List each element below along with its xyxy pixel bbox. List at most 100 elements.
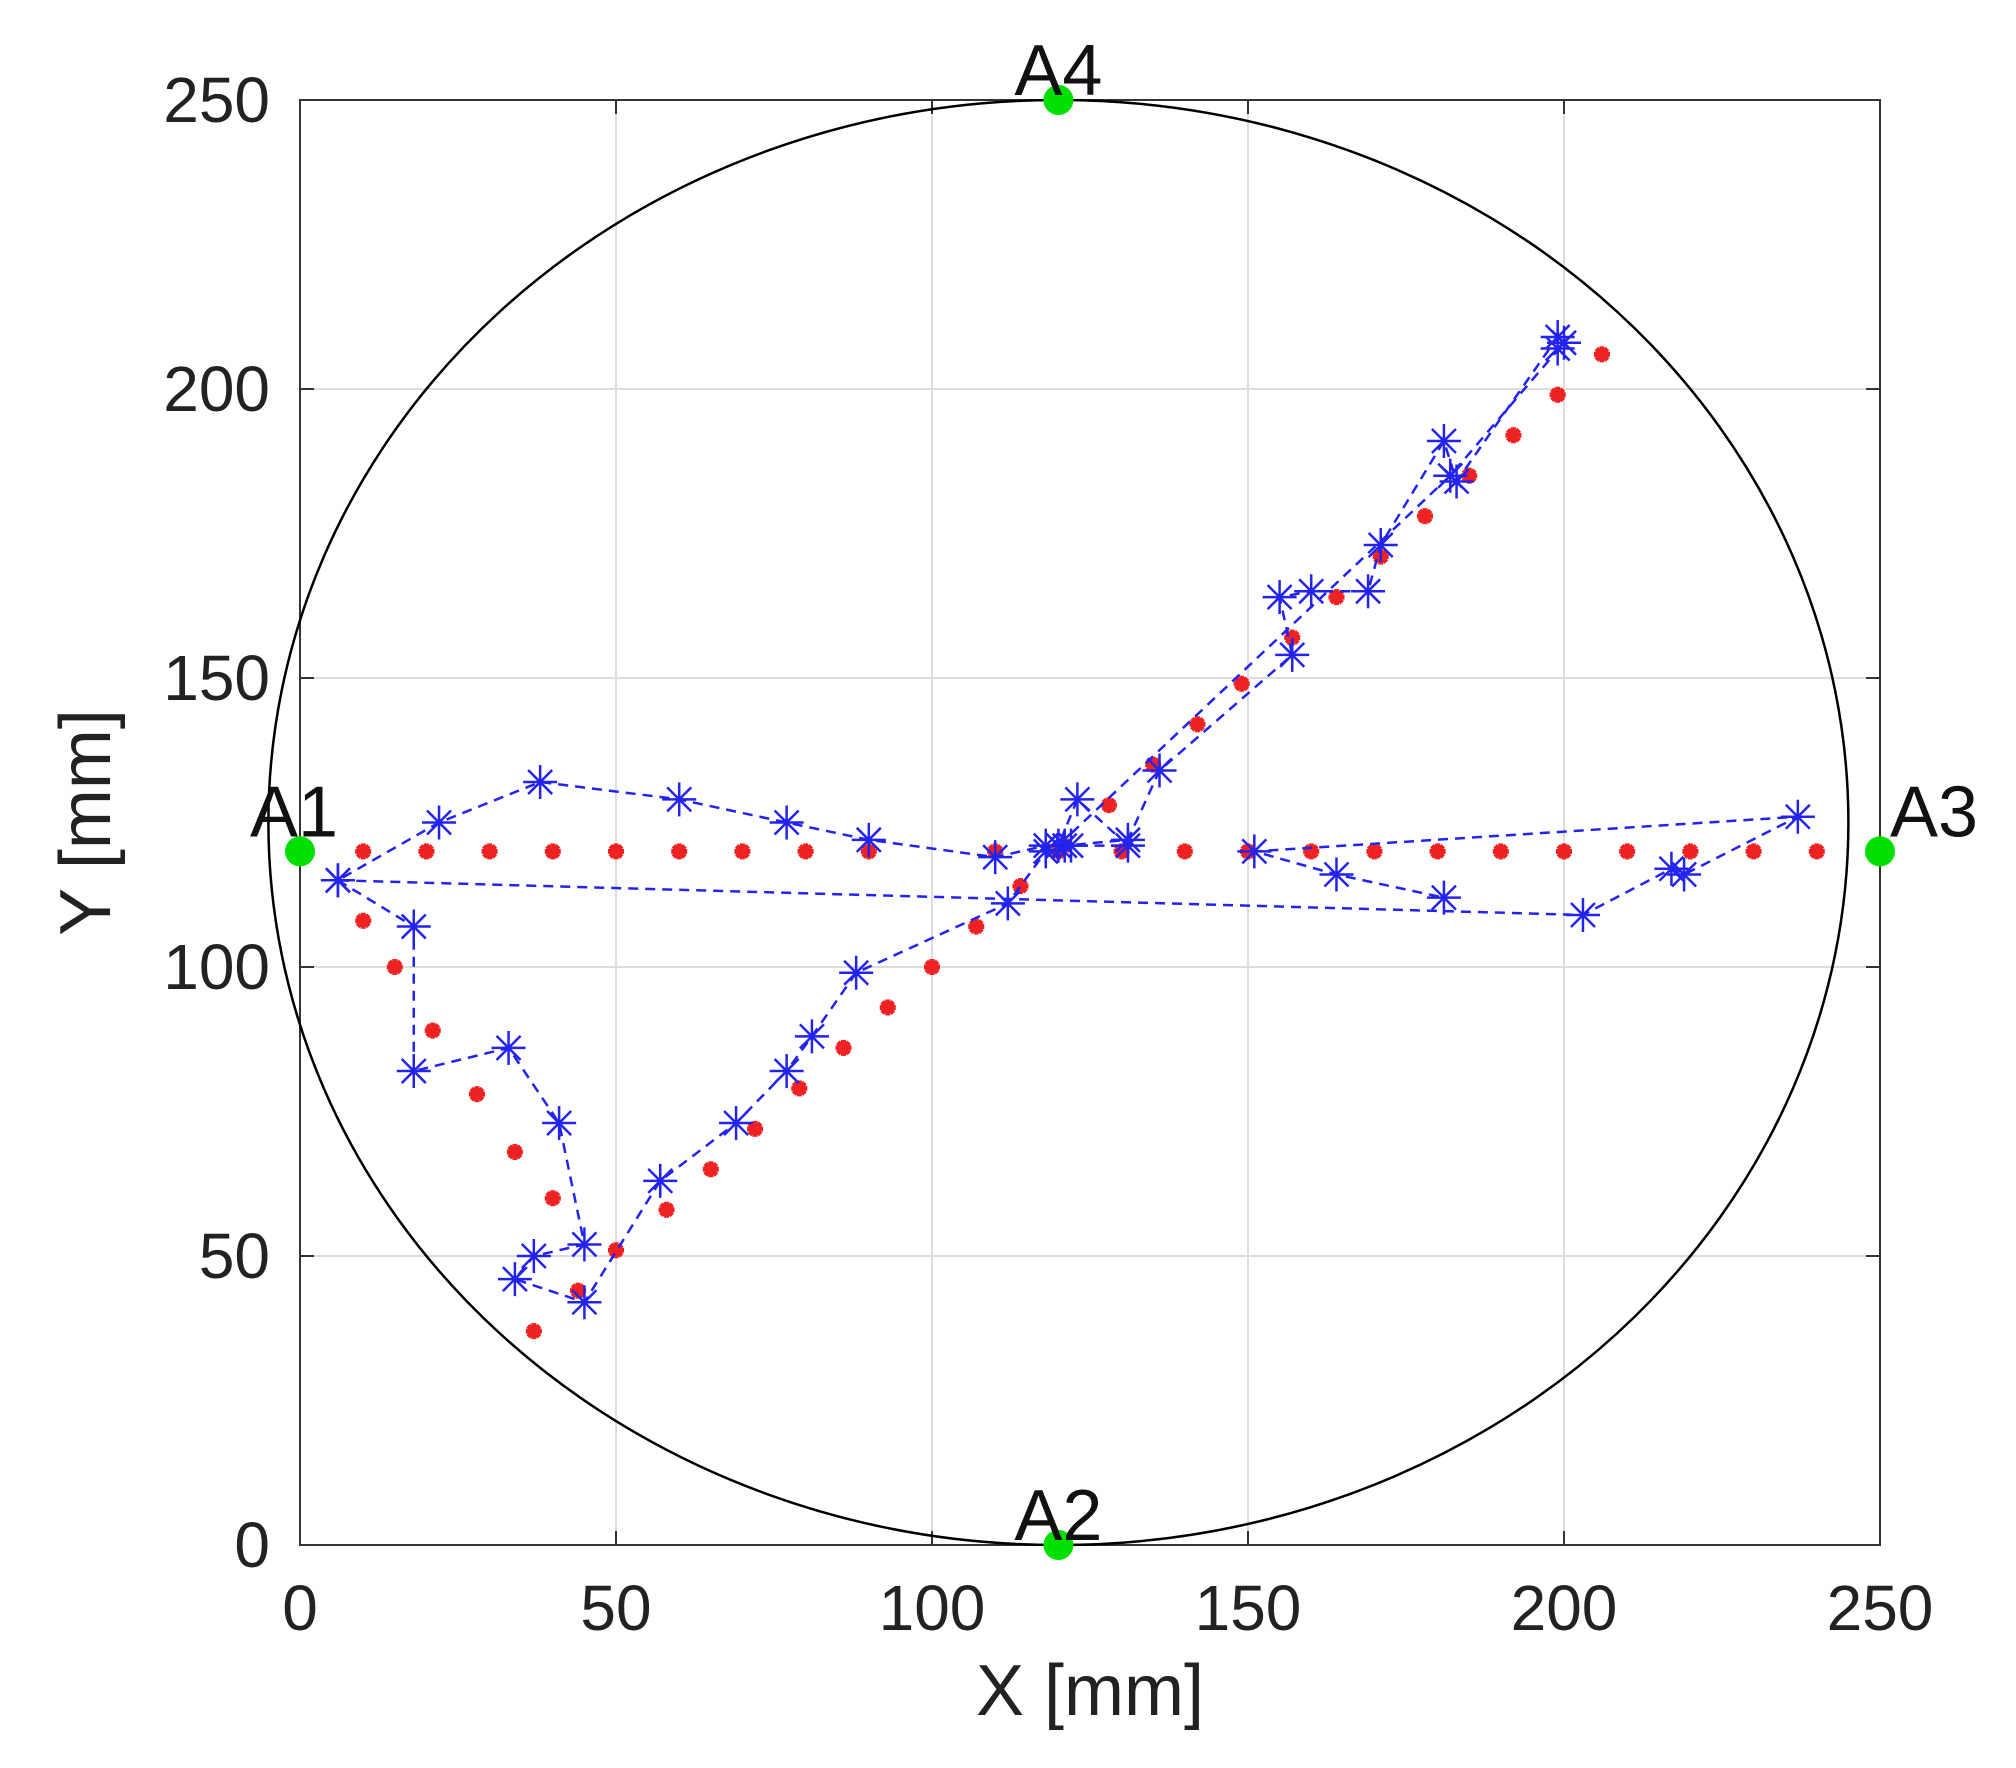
marker-stroke [355, 913, 371, 929]
anchor-label-a4: A4 [1014, 31, 1102, 111]
marker-stroke [355, 843, 371, 859]
marker-stroke [1234, 676, 1250, 692]
data-point-estimated [497, 1262, 532, 1297]
data-point-reference [658, 1201, 675, 1218]
anchor-point-a3 [1865, 836, 1895, 867]
marker-stroke [1064, 786, 1091, 813]
marker-stroke [418, 843, 434, 859]
x-tick-label: 200 [1511, 1572, 1618, 1644]
data-point-reference [355, 843, 372, 860]
marker-stroke [723, 1110, 749, 1136]
data-point-reference [386, 959, 403, 975]
data-point-reference [1556, 843, 1572, 860]
data-point-reference [1682, 843, 1699, 860]
marker-stroke [482, 843, 498, 859]
x-axis-label: X [mm] [976, 1651, 1204, 1731]
marker-stroke [1177, 843, 1193, 859]
marker-stroke [1437, 462, 1464, 489]
marker-stroke [1266, 584, 1293, 610]
axis-ticks: 0 50 100 150 200 250 0 50 100 150 200 250 [163, 64, 1933, 1644]
data-point-reference [481, 843, 498, 860]
data-point-reference [544, 843, 561, 860]
data-point-estimated [1565, 897, 1600, 932]
marker-stroke [1671, 861, 1697, 888]
marker-stroke [1461, 468, 1477, 484]
marker-stroke [1115, 832, 1141, 859]
marker-stroke [1493, 843, 1509, 859]
data-point-estimated [1142, 753, 1177, 788]
data-point-estimated [516, 1239, 551, 1273]
x-tick-label: 250 [1827, 1572, 1934, 1644]
marker-stroke [666, 786, 693, 813]
marker-stroke [982, 844, 1009, 871]
marker-stroke [1303, 843, 1319, 859]
marker-stroke [1101, 797, 1117, 813]
marker-stroke [1430, 843, 1446, 859]
series-estimated [320, 319, 1815, 1320]
data-point-estimated [542, 1106, 577, 1141]
marker-stroke [1190, 716, 1205, 732]
data-point-estimated [1294, 574, 1329, 609]
marker-stroke [734, 843, 750, 859]
marker-stroke [855, 826, 882, 853]
data-point-estimated [662, 782, 697, 817]
data-point-reference [1745, 843, 1762, 860]
x-tick-label: 0 [282, 1572, 318, 1644]
marker-stroke [501, 1266, 528, 1293]
marker-stroke [1329, 589, 1344, 605]
data-point-reference [1012, 878, 1029, 895]
data-point-reference [355, 912, 372, 929]
marker-stroke [1550, 387, 1566, 403]
data-point-reference [1233, 675, 1250, 692]
anchor-label-a2: A2 [1014, 1476, 1102, 1556]
marker-stroke [791, 1080, 807, 1096]
marker-stroke [994, 890, 1021, 917]
data-point-reference [671, 843, 688, 860]
anchor-point-a2 [1043, 1530, 1074, 1560]
marker-stroke [1682, 843, 1698, 859]
data-point-reference [1429, 843, 1446, 860]
data-point-estimated [1028, 828, 1063, 863]
x-tick-label: 50 [580, 1572, 651, 1644]
data-point-reference [797, 843, 814, 860]
data-point-reference [418, 843, 435, 860]
marker-stroke [843, 959, 870, 986]
data-point-estimated [1780, 799, 1815, 834]
marker-stroke [1746, 843, 1762, 859]
data-point-reference [1189, 716, 1206, 733]
anchors: A1 A2 A3 A4 [250, 31, 1978, 1560]
data-point-reference [747, 1120, 764, 1137]
marker-stroke [400, 1058, 427, 1084]
marker-stroke [469, 1086, 485, 1102]
data-point-reference [424, 1022, 441, 1039]
y-tick-label: 0 [234, 1509, 270, 1581]
marker-stroke [495, 1035, 522, 1061]
marker-stroke [1284, 630, 1300, 645]
marker-stroke [400, 913, 427, 940]
y-tick-label: 200 [163, 353, 270, 425]
data-point-reference [1505, 427, 1522, 444]
data-point-estimated [1654, 851, 1689, 886]
anchor-label-a3: A3 [1890, 772, 1978, 852]
data-point-estimated [1262, 580, 1297, 615]
data-point-estimated [1275, 637, 1310, 672]
data-point-reference [506, 1143, 523, 1160]
marker-stroke [924, 959, 940, 975]
data-point-estimated [1433, 458, 1468, 493]
marker-stroke [880, 1000, 896, 1015]
marker-stroke [1323, 861, 1350, 888]
data-point-reference [1328, 589, 1345, 606]
data-point-reference [791, 1080, 808, 1097]
data-point-estimated [320, 863, 355, 898]
data-point-estimated [567, 1227, 602, 1262]
marker-stroke [1366, 843, 1382, 859]
data-point-reference [1366, 843, 1383, 860]
marker-stroke [671, 843, 687, 859]
data-point-estimated [769, 805, 804, 840]
marker-stroke [1431, 884, 1457, 911]
y-tick-label: 100 [163, 931, 270, 1003]
data-point-reference [879, 999, 896, 1016]
marker-stroke [608, 843, 624, 859]
data-point-reference [835, 1039, 852, 1056]
marker-stroke [798, 843, 814, 859]
